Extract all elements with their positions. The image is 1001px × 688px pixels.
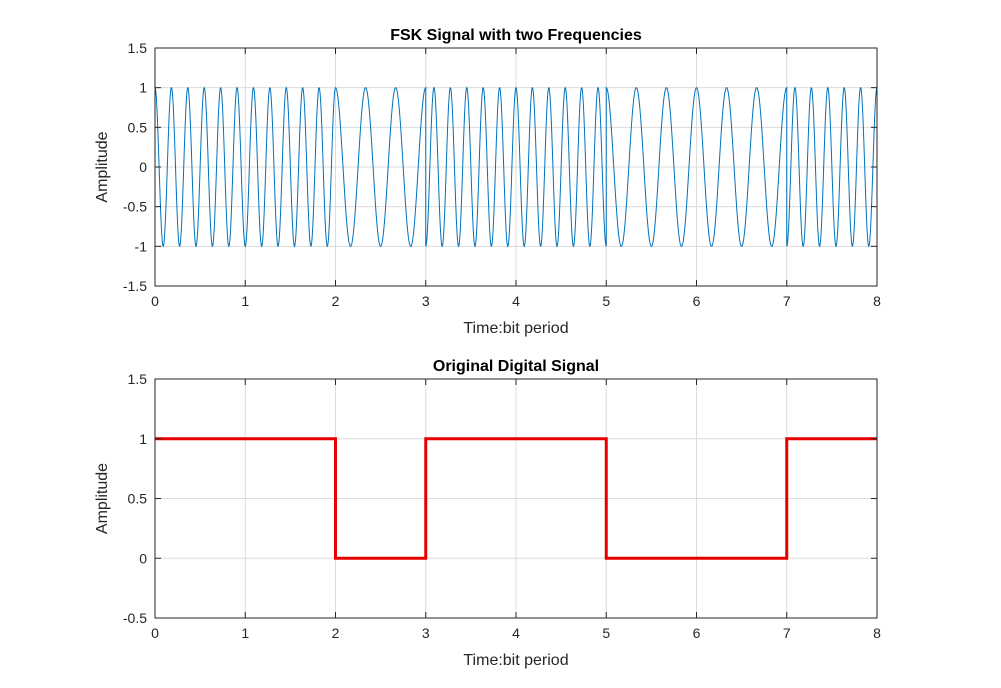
x-tick-label: 6 — [693, 625, 701, 641]
chart-title: Original Digital Signal — [433, 358, 599, 375]
x-tick-label: 5 — [602, 293, 610, 309]
y-tick-label: 0.5 — [128, 491, 148, 507]
x-tick-label: 7 — [783, 625, 791, 641]
y-tick-label: -0.5 — [123, 610, 147, 626]
x-tick-label: 8 — [873, 293, 881, 309]
y-axis-label: Amplitude — [94, 463, 111, 534]
x-tick-label: 2 — [332, 293, 340, 309]
x-tick-label: 5 — [602, 625, 610, 641]
x-tick-label: 3 — [422, 293, 430, 309]
y-tick-label: 1 — [139, 431, 147, 447]
chart-title: FSK Signal with two Frequencies — [390, 27, 642, 44]
y-axis-label: Amplitude — [94, 131, 111, 202]
series-line-0 — [155, 437, 877, 560]
y-tick-label: -0.5 — [123, 199, 147, 215]
x-tick-label: 4 — [512, 293, 520, 309]
x-tick-label: 3 — [422, 625, 430, 641]
x-tick-label: 6 — [693, 293, 701, 309]
y-tick-label: 0 — [139, 159, 147, 175]
x-axis-label: Time:bit period — [463, 320, 568, 337]
y-tick-label: -1.5 — [123, 278, 147, 294]
y-tick-label: 1.5 — [128, 371, 148, 387]
x-tick-label: 1 — [241, 625, 249, 641]
x-tick-label: 1 — [241, 293, 249, 309]
x-tick-label: 2 — [332, 625, 340, 641]
x-tick-label: 0 — [151, 293, 159, 309]
y-tick-label: -1 — [135, 238, 148, 254]
series-line-0 — [155, 86, 877, 248]
x-tick-label: 7 — [783, 293, 791, 309]
y-tick-label: 0.5 — [128, 119, 148, 135]
x-axis-label: Time:bit period — [463, 652, 568, 669]
x-tick-label: 0 — [151, 625, 159, 641]
x-tick-label: 4 — [512, 625, 520, 641]
x-tick-label: 8 — [873, 625, 881, 641]
y-tick-label: 0 — [139, 550, 147, 566]
y-tick-label: 1 — [139, 80, 147, 96]
fsk-signal-axes: 0 1 2 3 4 5 6 7 8 -1.5 -1 -0.5 0 0.5 1 1.5 FSK Signal wi… — [94, 27, 881, 337]
y-tick-label: 1.5 — [128, 40, 148, 56]
